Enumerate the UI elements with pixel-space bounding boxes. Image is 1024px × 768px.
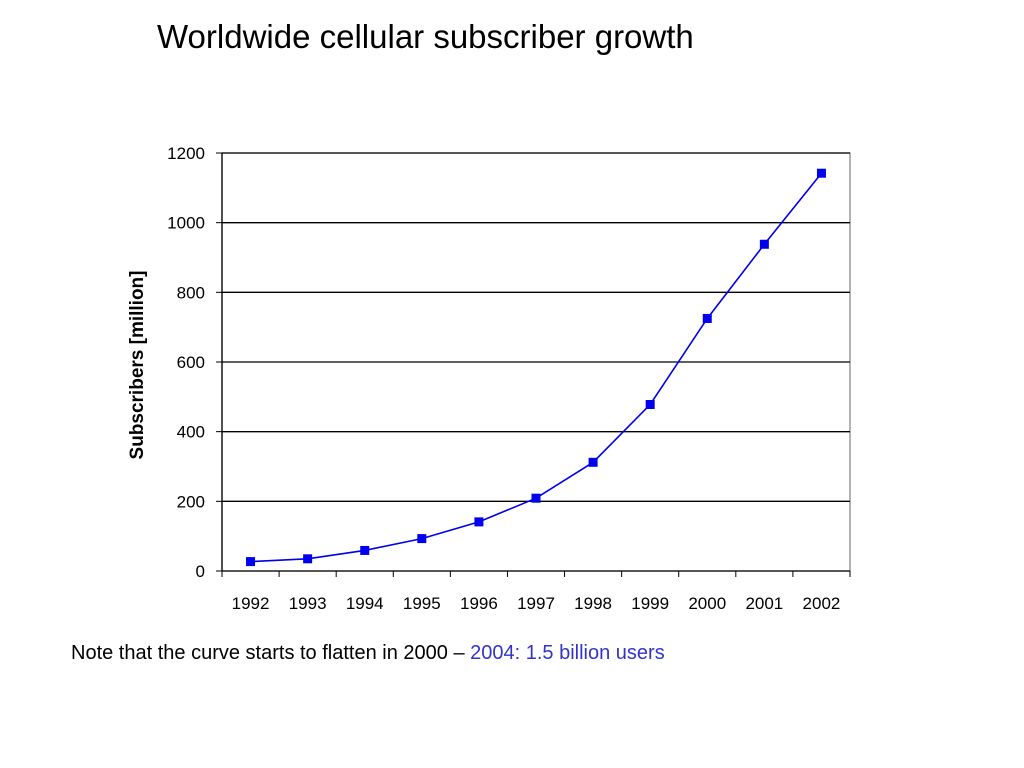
x-tick-label: 1994 xyxy=(346,594,384,613)
data-point xyxy=(474,517,484,527)
data-point xyxy=(303,554,313,564)
data-point xyxy=(645,399,655,409)
data-point xyxy=(759,239,769,249)
x-tick-label: 1998 xyxy=(574,594,612,613)
y-tick-label: 400 xyxy=(177,423,205,442)
x-tick-label: 1992 xyxy=(232,594,270,613)
data-point xyxy=(531,493,541,503)
y-tick-label: 600 xyxy=(177,353,205,372)
data-point xyxy=(417,534,427,544)
x-tick-label: 2001 xyxy=(745,594,783,613)
y-tick-label: 800 xyxy=(177,283,205,302)
x-tick-label: 1993 xyxy=(289,594,327,613)
x-tick-label: 1999 xyxy=(631,594,669,613)
y-axis-label: Subscribers [million] xyxy=(127,271,148,460)
x-tick-label: 1996 xyxy=(460,594,498,613)
x-tick-label: 2000 xyxy=(688,594,726,613)
y-tick-label: 1200 xyxy=(167,144,205,163)
series-line xyxy=(250,172,823,563)
x-tick-label: 1995 xyxy=(403,594,441,613)
data-point xyxy=(588,457,598,467)
data-point xyxy=(360,545,370,555)
slide-title: Worldwide cellular subscriber growth xyxy=(157,18,694,55)
data-point xyxy=(816,168,826,178)
data-point xyxy=(702,313,712,323)
x-tick-label: 2002 xyxy=(803,594,841,613)
y-tick-label: 200 xyxy=(177,492,205,511)
footnote-highlight: 2004: 1.5 billion users xyxy=(470,642,665,664)
y-tick-label: 1000 xyxy=(167,214,205,233)
x-tick-label: 1997 xyxy=(517,594,555,613)
data-point xyxy=(246,557,256,567)
y-tick-label: 0 xyxy=(196,562,205,581)
footnote-text: Note that the curve starts to flatten in… xyxy=(71,642,471,664)
footnote: Note that the curve starts to flatten in… xyxy=(71,642,665,665)
